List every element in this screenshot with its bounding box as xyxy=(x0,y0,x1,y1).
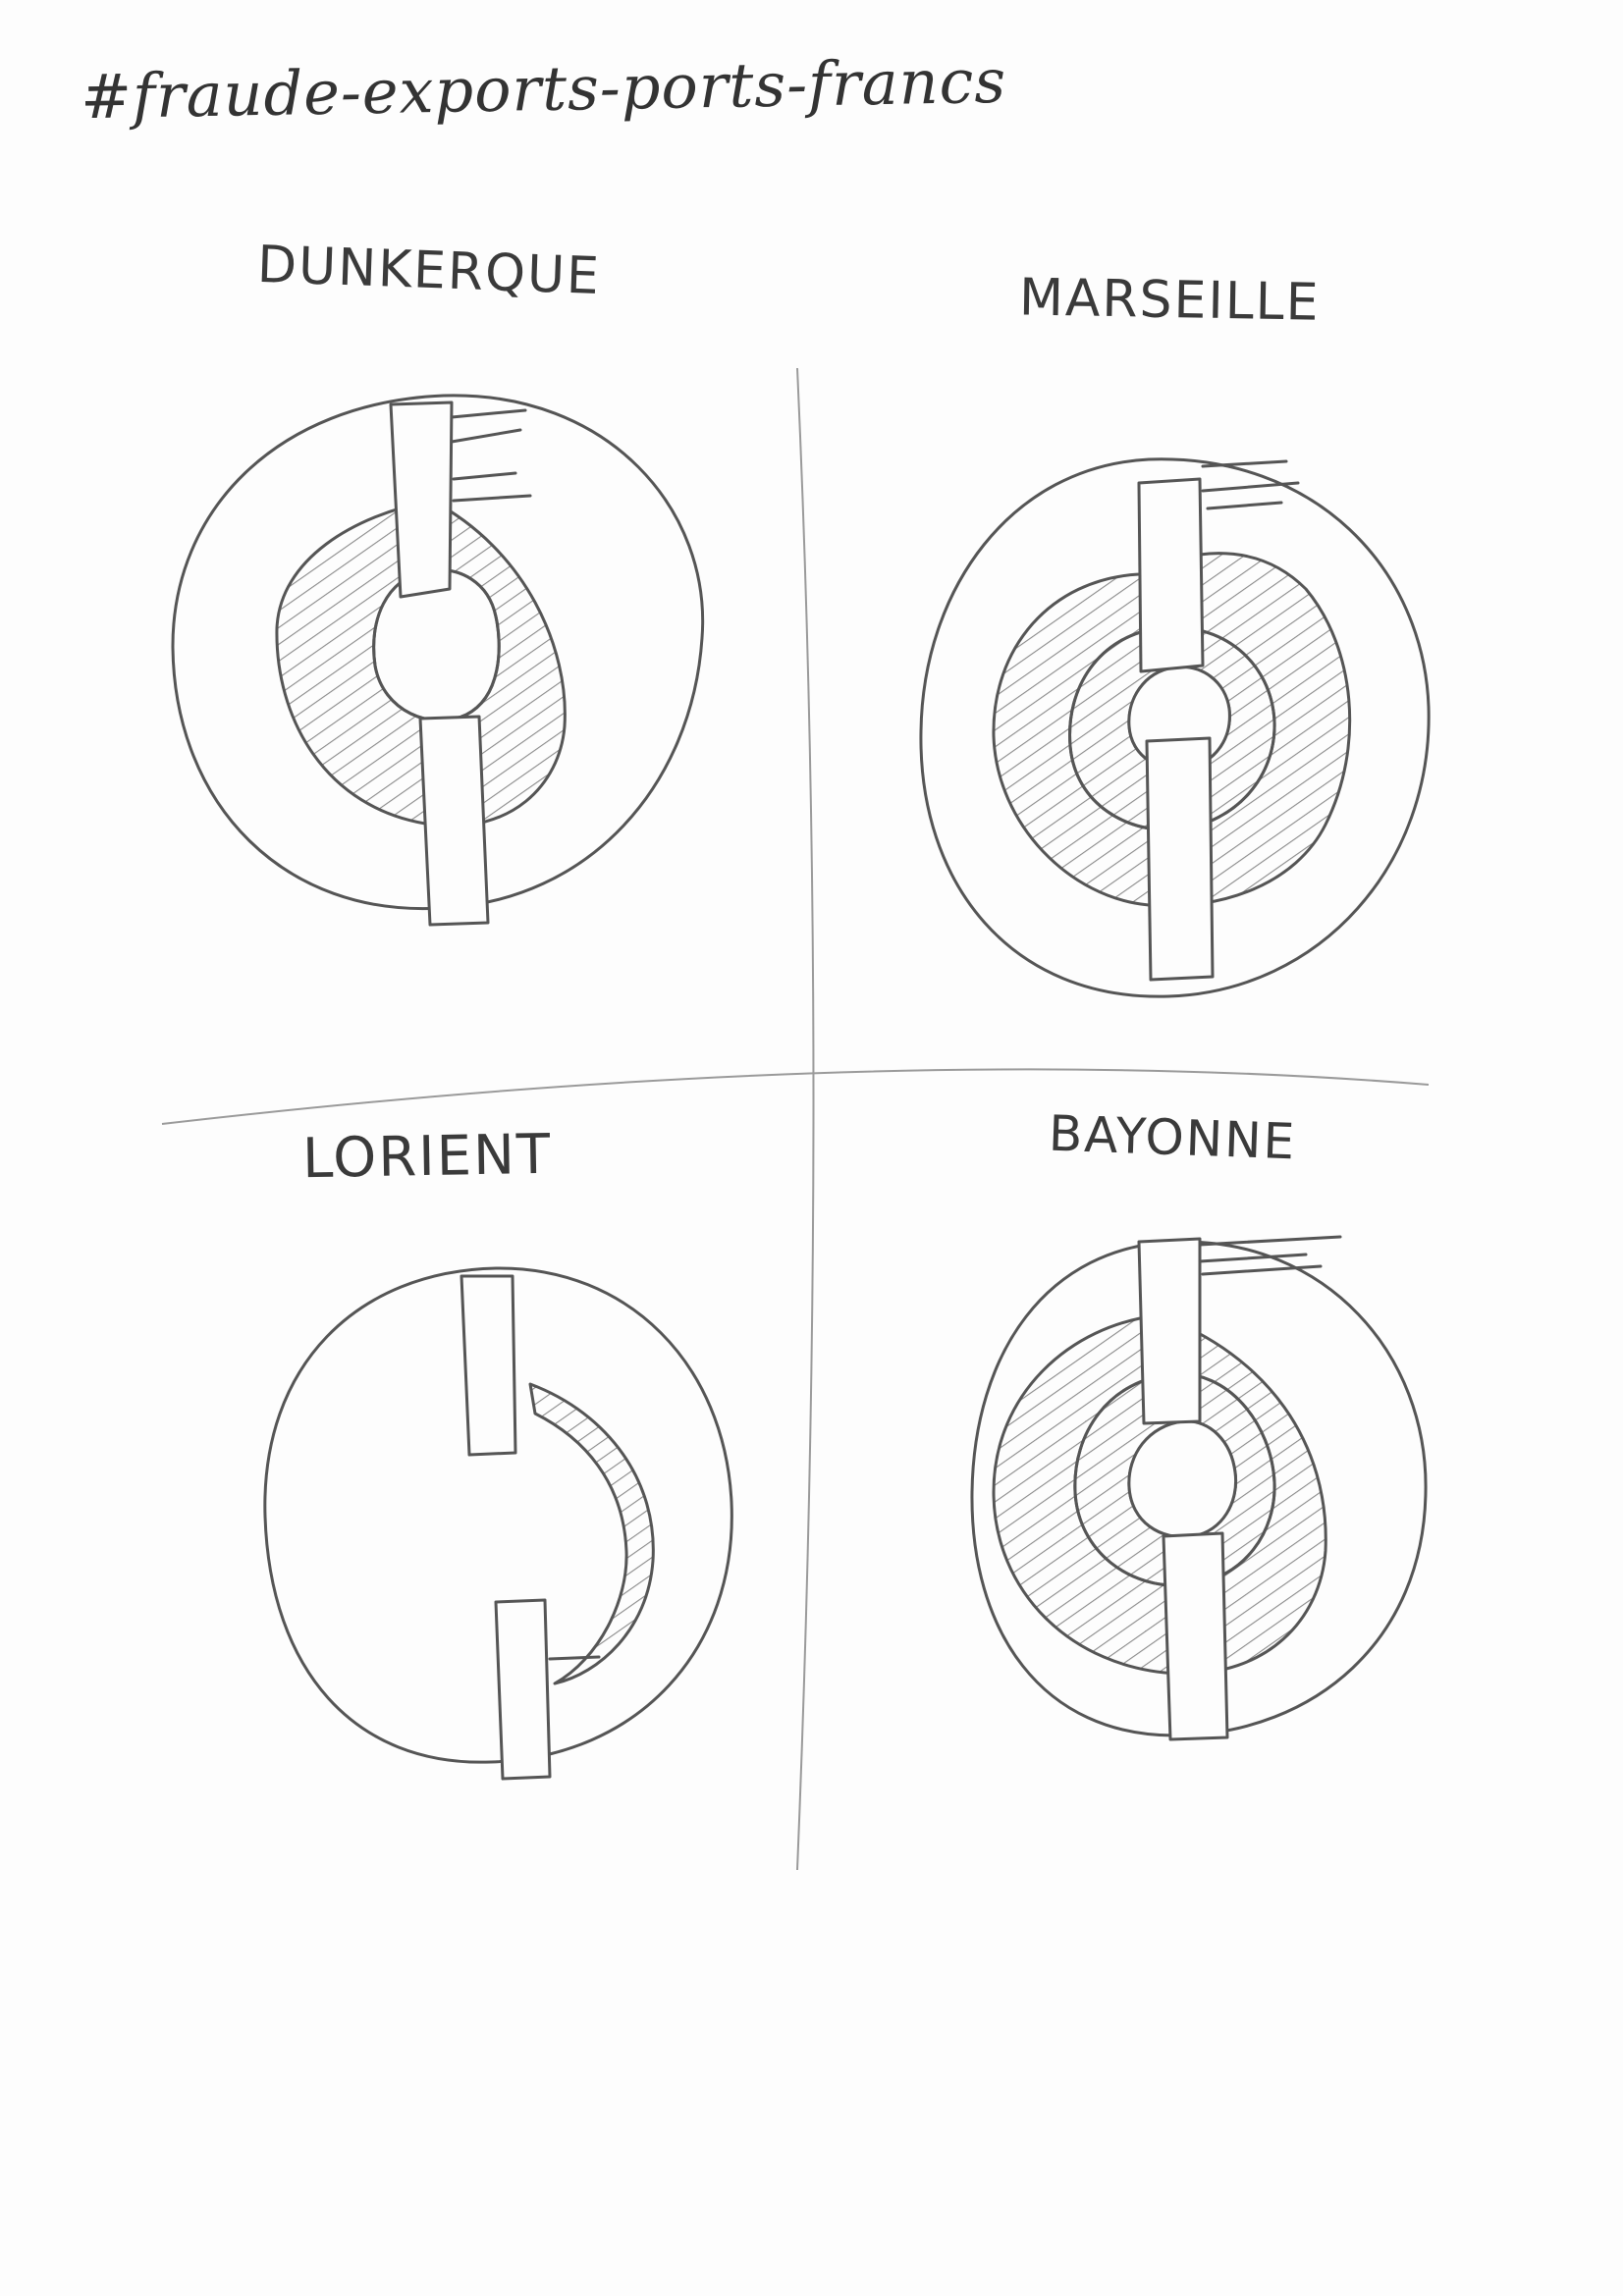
vertical-divider xyxy=(796,367,815,1871)
upper-bar xyxy=(460,1274,517,1457)
outer-circle xyxy=(919,457,1431,998)
flag-top xyxy=(450,408,532,503)
lower-bar xyxy=(1145,736,1215,982)
flag-top xyxy=(1198,1235,1342,1276)
outer-circle xyxy=(263,1266,733,1764)
upper-bar xyxy=(1137,477,1205,673)
upper-bar xyxy=(389,400,454,599)
center-hole xyxy=(372,568,501,722)
quadrant-dividers xyxy=(161,367,1430,1871)
diagram-bayonne xyxy=(970,1235,1428,1741)
diagram-marseille xyxy=(919,457,1431,998)
upper-bar xyxy=(1137,1237,1202,1425)
diagram-lorient xyxy=(263,1266,733,1781)
diagram-dunkerque xyxy=(171,394,705,927)
lower-tick xyxy=(548,1655,601,1661)
lower-bar xyxy=(494,1598,552,1781)
lower-bar xyxy=(1162,1531,1229,1741)
flag-top xyxy=(1201,459,1300,510)
hatched-crescent xyxy=(528,1382,655,1685)
horizontal-divider xyxy=(161,1068,1430,1125)
lower-bar xyxy=(418,715,490,927)
center-hole xyxy=(1127,1419,1238,1539)
